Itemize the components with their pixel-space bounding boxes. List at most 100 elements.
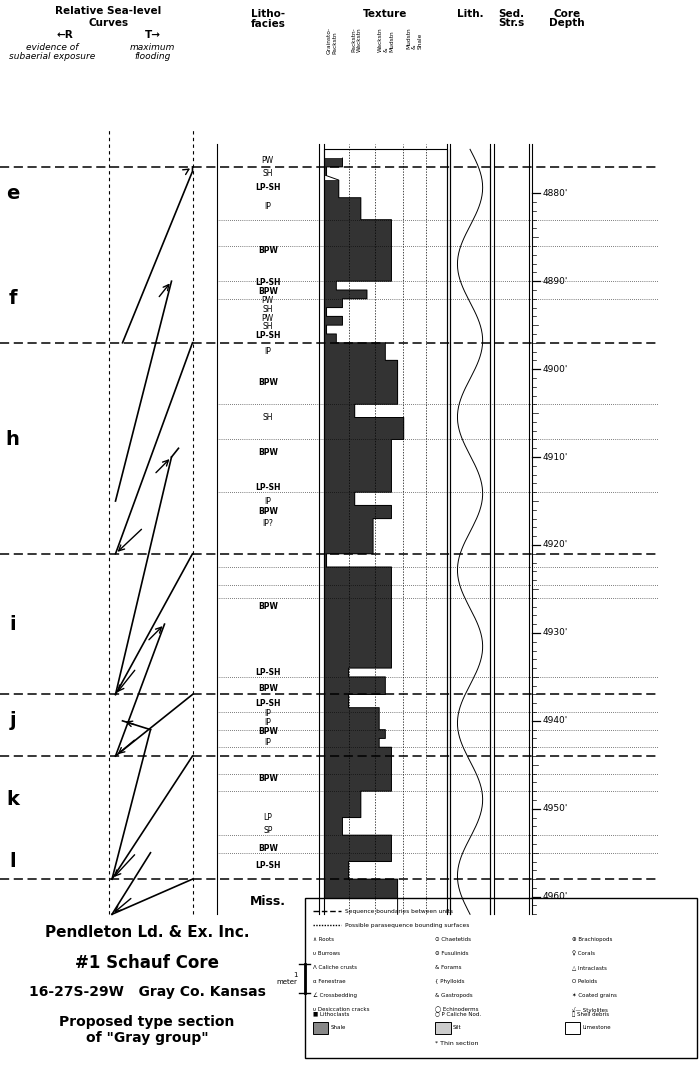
Text: Pendleton Ld. & Ex. Inc.: Pendleton Ld. & Ex. Inc. xyxy=(45,925,249,940)
Text: LP-SH: LP-SH xyxy=(255,278,281,288)
Bar xyxy=(324,158,342,167)
Bar xyxy=(324,748,391,765)
Text: Depth: Depth xyxy=(550,18,584,28)
Bar xyxy=(313,1022,328,1034)
Bar xyxy=(324,307,326,316)
Text: subaerial exposure: subaerial exposure xyxy=(9,52,96,61)
Text: BPW: BPW xyxy=(258,774,278,782)
Text: SH: SH xyxy=(262,322,273,331)
Bar xyxy=(324,316,342,326)
Text: BPW: BPW xyxy=(258,448,278,458)
Bar xyxy=(324,818,342,835)
Text: 4890': 4890' xyxy=(542,277,568,286)
Bar xyxy=(324,418,404,439)
Text: υ Desiccation cracks: υ Desiccation cracks xyxy=(313,1007,370,1012)
Bar xyxy=(324,167,326,175)
Text: BPW: BPW xyxy=(258,287,278,296)
Text: IP: IP xyxy=(265,202,271,211)
Text: ⊙ Chaetetids: ⊙ Chaetetids xyxy=(435,937,471,941)
Bar xyxy=(324,879,398,914)
Text: T→: T→ xyxy=(145,30,160,40)
Text: LP-SH: LP-SH xyxy=(255,183,281,192)
Text: Miss.: Miss. xyxy=(250,895,286,908)
Text: ♀ Corals: ♀ Corals xyxy=(572,950,595,956)
Bar xyxy=(324,835,391,861)
Text: Λ Caliche crusts: Λ Caliche crusts xyxy=(313,965,357,969)
Text: j: j xyxy=(9,711,16,730)
Text: IP: IP xyxy=(265,710,271,718)
Text: f: f xyxy=(8,289,17,308)
Text: ∧ Roots: ∧ Roots xyxy=(313,937,334,941)
Bar xyxy=(565,1022,580,1034)
Text: 1
meter: 1 meter xyxy=(276,972,298,985)
Text: BPW: BPW xyxy=(258,378,278,387)
Text: k: k xyxy=(6,791,19,809)
Text: ∠ Crossbedding: ∠ Crossbedding xyxy=(313,992,357,999)
Text: { Phylloids: { Phylloids xyxy=(435,979,465,984)
Bar xyxy=(324,765,391,791)
Text: Str.s: Str.s xyxy=(498,18,524,28)
Text: l: l xyxy=(9,852,16,871)
Bar xyxy=(324,360,398,405)
Text: Litho-: Litho- xyxy=(251,9,285,18)
Text: 4920': 4920' xyxy=(542,541,568,550)
Text: 4900': 4900' xyxy=(542,365,568,373)
Text: * Thin section: * Thin section xyxy=(435,1041,479,1045)
Text: Silt: Silt xyxy=(453,1026,461,1030)
Text: α Fenestrae: α Fenestrae xyxy=(313,979,346,984)
Text: ◯ Echinoderms: ◯ Echinoderms xyxy=(435,1006,479,1013)
Text: BPW: BPW xyxy=(258,602,278,611)
Text: O Peloids: O Peloids xyxy=(572,979,597,984)
Text: Packstn-
Wackstn: Packstn- Wackstn xyxy=(351,27,362,52)
Text: ○ P Caliche Nod.: ○ P Caliche Nod. xyxy=(435,1012,482,1016)
Bar xyxy=(304,898,696,1058)
Bar xyxy=(324,290,367,299)
Text: Texture: Texture xyxy=(363,9,407,18)
Text: Core: Core xyxy=(554,9,580,18)
Text: i: i xyxy=(9,615,16,634)
Text: 4950': 4950' xyxy=(542,804,568,814)
Text: BPW: BPW xyxy=(258,844,278,853)
Bar xyxy=(324,326,326,334)
Text: SH: SH xyxy=(262,413,273,422)
Text: LP-SH: LP-SH xyxy=(255,699,281,708)
Text: Sed.: Sed. xyxy=(498,9,524,18)
Text: flooding: flooding xyxy=(134,52,171,61)
Bar xyxy=(324,738,379,748)
Bar xyxy=(435,1022,451,1034)
Bar xyxy=(324,721,379,729)
Bar xyxy=(324,149,447,914)
Text: Relative Sea-level: Relative Sea-level xyxy=(55,6,162,16)
Text: PW: PW xyxy=(262,156,274,166)
Bar xyxy=(324,334,337,343)
Bar xyxy=(324,299,342,307)
Text: Lith.: Lith. xyxy=(456,9,484,18)
Text: υ Burrows: υ Burrows xyxy=(313,951,340,955)
Text: IP: IP xyxy=(265,718,271,727)
Text: & Gastropods: & Gastropods xyxy=(435,993,473,998)
Text: Mudstn
&
Shale: Mudstn & Shale xyxy=(406,27,423,49)
Text: IP?: IP? xyxy=(262,518,273,528)
Text: √— Stylolites: √— Stylolites xyxy=(572,1006,608,1013)
Text: LP: LP xyxy=(263,813,272,822)
Text: evidence of: evidence of xyxy=(27,43,78,52)
Text: Wackstn
&
Mudstn: Wackstn & Mudstn xyxy=(378,27,395,52)
Text: LP-SH: LP-SH xyxy=(255,484,281,492)
Bar xyxy=(324,695,349,708)
Text: e: e xyxy=(6,184,20,202)
Text: 4940': 4940' xyxy=(542,716,568,725)
Text: LP-SH: LP-SH xyxy=(255,861,281,870)
Text: Limestone: Limestone xyxy=(582,1026,611,1030)
Text: ✶ Coated grains: ✶ Coated grains xyxy=(572,992,617,999)
Text: BPW: BPW xyxy=(258,246,278,255)
Text: ←R: ←R xyxy=(56,30,73,40)
Text: IP: IP xyxy=(265,347,271,356)
Text: Sequence boundaries between units: Sequence boundaries between units xyxy=(345,909,453,913)
Text: facies: facies xyxy=(251,19,285,29)
Text: 4930': 4930' xyxy=(542,629,568,637)
Text: ■ Lithoclasts: ■ Lithoclasts xyxy=(313,1012,349,1016)
Text: 4960': 4960' xyxy=(542,893,568,901)
Text: Possible parasequence bounding surfaces: Possible parasequence bounding surfaces xyxy=(345,923,470,927)
Text: #1 Schauf Core: #1 Schauf Core xyxy=(75,954,219,972)
Bar xyxy=(324,198,361,220)
